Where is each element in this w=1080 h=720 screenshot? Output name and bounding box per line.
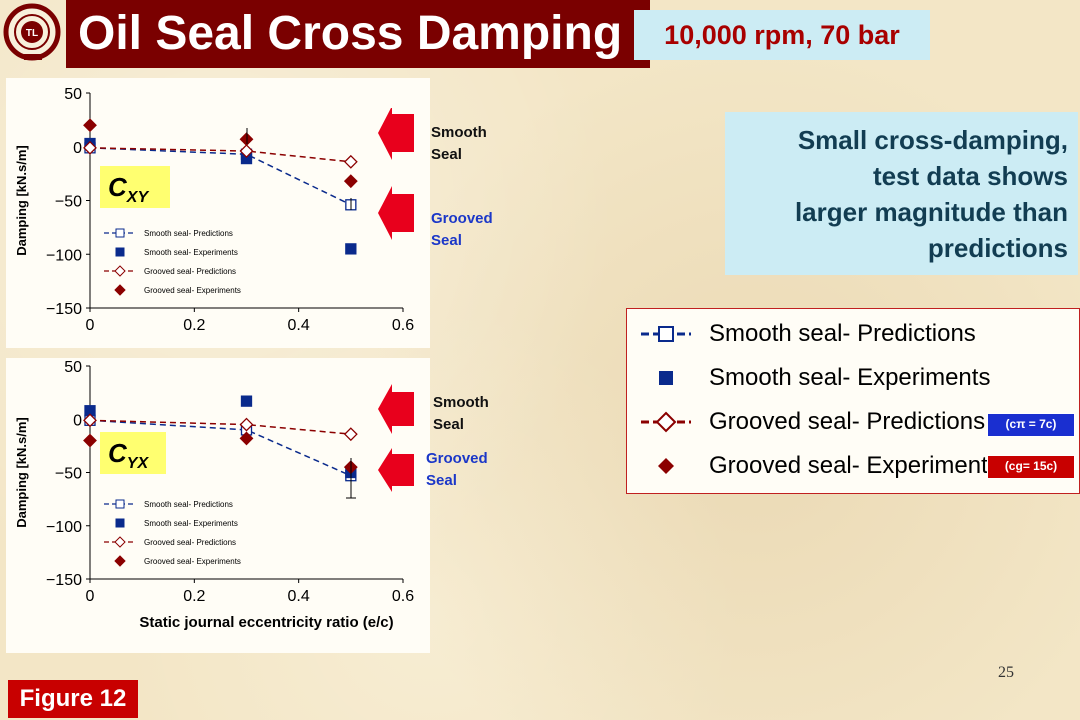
legend-panel: Smooth seal- Predictions Smooth seal- Ex… bbox=[626, 308, 1080, 494]
x-tick-label: 0.6 bbox=[392, 588, 414, 605]
prediction-point bbox=[83, 140, 97, 155]
legend-item: Grooved seal- Experiments bbox=[639, 451, 1059, 481]
cxy-chart-panel: 50 0 −50 −100 −150 0 0.2 0.4 0.6 Damping [kN.s/m]… bbox=[6, 78, 430, 348]
y-tick-label: −100 bbox=[46, 247, 82, 264]
left-arrow-icon bbox=[378, 186, 414, 240]
page-number: 25 bbox=[998, 664, 1014, 681]
experiment-point bbox=[345, 243, 357, 255]
operating-condition: 10,000 rpm, 70 bar bbox=[634, 10, 930, 60]
summary-line: Small cross-damping, bbox=[797, 125, 1068, 155]
experiment-point bbox=[83, 433, 97, 448]
experiment-point bbox=[83, 118, 97, 133]
svg-text:TL: TL bbox=[26, 28, 38, 39]
smooth-seal-label: Smooth Seal bbox=[433, 394, 489, 433]
y-tick-label: −150 bbox=[46, 301, 82, 318]
summary-line: test data shows bbox=[872, 161, 1068, 191]
y-tick-label: −100 bbox=[46, 519, 82, 536]
grooved-seal-label: Grooved Seal bbox=[431, 210, 493, 249]
legend-marker bbox=[115, 228, 125, 238]
summary-line: larger magnitude than bbox=[794, 197, 1068, 227]
legend-label: Smooth seal- Predictions bbox=[144, 500, 233, 509]
smooth-clearance-badge: (cπ = 7c) bbox=[987, 413, 1075, 437]
summary-callout: Small cross-damping, test data shows lar… bbox=[725, 112, 1078, 275]
y-tick-label: −50 bbox=[55, 194, 82, 211]
x-tick-label: 0.6 bbox=[392, 317, 414, 334]
legend-label: Grooved seal- Experiments bbox=[144, 286, 241, 295]
experiment-point bbox=[343, 174, 358, 189]
series-line bbox=[89, 147, 351, 163]
x-tick-label: 0.2 bbox=[183, 317, 205, 334]
legend-marker bbox=[115, 247, 125, 257]
left-arrow-icon bbox=[378, 448, 414, 492]
prediction-point bbox=[343, 427, 358, 442]
y-tick-label: 0 bbox=[73, 412, 82, 429]
cyx-label: CYX bbox=[100, 432, 166, 474]
left-arrow-icon bbox=[378, 384, 414, 434]
x-tick-label: 0 bbox=[86, 588, 95, 605]
prediction-point bbox=[343, 154, 358, 169]
legend-item: Grooved seal- Predictions bbox=[639, 407, 1059, 437]
grooved-experiment-symbol-icon bbox=[658, 458, 674, 474]
y-tick-label: 50 bbox=[64, 86, 82, 103]
y-tick-label: −150 bbox=[46, 572, 82, 589]
legend-item: Smooth seal- Experiments bbox=[639, 363, 1059, 393]
legend-marker bbox=[115, 499, 125, 509]
arrow-group-top bbox=[378, 108, 414, 240]
y-axis-label: Damping [kN.s/m] bbox=[14, 145, 29, 256]
lab-logo: TL bbox=[3, 3, 61, 61]
series-line bbox=[89, 419, 352, 477]
x-tick-label: 0 bbox=[86, 317, 95, 334]
page-title: Oil Seal Cross Damping bbox=[66, 0, 650, 68]
legend-marker bbox=[114, 536, 126, 548]
legend-label: Smooth seal- Experiments bbox=[144, 248, 238, 257]
smooth-seal-label: Smooth Seal bbox=[431, 124, 487, 163]
x-tick-label: 0.4 bbox=[288, 588, 310, 605]
grooved-clearance-badge: (cg= 15c) bbox=[987, 455, 1075, 479]
y-tick-label: 0 bbox=[73, 140, 82, 157]
legend-label: Smooth seal- Experiments bbox=[144, 519, 238, 528]
legend-label: Grooved seal- Predictions bbox=[144, 538, 236, 547]
legend-label: Smooth seal- Predictions bbox=[144, 229, 233, 238]
cyx-chart-panel: 50 0 −50 −100 −150 0 0.2 0.4 0.6 Damping [kN.s/m]… bbox=[6, 358, 430, 653]
y-axis-label: Damping [kN.s/m] bbox=[14, 417, 29, 528]
prediction-point bbox=[83, 413, 97, 428]
legend-label: Grooved seal- Experiments bbox=[144, 557, 241, 566]
legend-marker bbox=[114, 265, 126, 277]
y-tick-label: −50 bbox=[55, 466, 82, 483]
y-tick-label: 50 bbox=[64, 359, 82, 376]
grooved-seal-label: Grooved Seal bbox=[426, 450, 488, 489]
smooth-prediction-symbol-icon bbox=[641, 326, 691, 342]
arrow-group-bottom bbox=[378, 384, 414, 492]
series-line bbox=[89, 419, 351, 435]
smooth-experiment-symbol-icon bbox=[659, 371, 673, 385]
series-line bbox=[89, 147, 352, 206]
grooved-prediction-symbol-icon bbox=[641, 411, 691, 433]
summary-line: predictions bbox=[927, 233, 1068, 263]
left-arrow-icon bbox=[378, 108, 414, 160]
legend-marker bbox=[114, 555, 126, 567]
figure-label: Figure 12 bbox=[8, 680, 138, 718]
x-tick-label: 0.2 bbox=[183, 588, 205, 605]
cxy-label: CXY bbox=[100, 166, 170, 208]
legend-item: Smooth seal- Predictions bbox=[639, 319, 1059, 349]
legend-label: Grooved seal- Predictions bbox=[144, 267, 236, 276]
x-axis-label: Static journal eccentricity ratio (e/c) bbox=[139, 614, 393, 631]
experiment-point bbox=[239, 431, 254, 446]
x-tick-label: 0.4 bbox=[288, 317, 310, 334]
prediction-point bbox=[239, 144, 254, 158]
legend-marker bbox=[114, 284, 126, 296]
prediction-point bbox=[239, 417, 254, 432]
legend-marker bbox=[115, 518, 125, 528]
experiment-point bbox=[240, 395, 253, 407]
